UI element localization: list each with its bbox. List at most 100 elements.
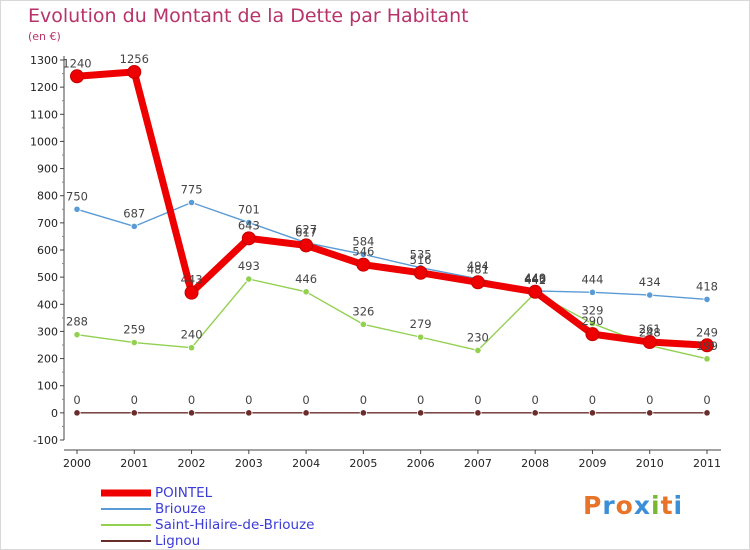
data-label: 434: [639, 275, 661, 289]
data-label: 0: [302, 393, 309, 407]
legend-label: Saint-Hilaire-de-Briouze: [155, 517, 315, 533]
x-tick-label: 2003: [235, 457, 263, 470]
data-label: 230: [467, 330, 489, 344]
data-label: 0: [589, 393, 596, 407]
data-label: 701: [238, 203, 260, 217]
data-label: 617: [295, 225, 317, 239]
data-point: [528, 284, 543, 299]
data-point: [359, 320, 367, 328]
logo-letter: i: [651, 491, 661, 520]
x-tick-label: 2006: [407, 457, 435, 470]
data-point: [417, 409, 425, 417]
x-tick-label: 2007: [464, 457, 492, 470]
data-label: 493: [238, 259, 260, 273]
data-label: 199: [696, 339, 718, 353]
series-line-2: [76, 278, 708, 360]
y-tick-label: 700: [37, 217, 58, 230]
legend-label: Lignou: [155, 533, 201, 549]
data-label: 0: [73, 393, 80, 407]
legend-label: Briouze: [155, 501, 206, 517]
data-label: 643: [238, 218, 260, 232]
series-line-0: [73, 68, 711, 349]
data-point: [130, 222, 138, 230]
data-label: 261: [639, 322, 661, 336]
data-label: 516: [410, 253, 432, 267]
data-label: 1240: [62, 56, 91, 70]
data-label: 442: [524, 273, 546, 287]
logo-letter: o: [615, 491, 634, 520]
data-label: 444: [581, 272, 603, 286]
y-tick-label: 400: [37, 298, 58, 311]
data-point: [245, 409, 253, 417]
data-label: 288: [66, 315, 88, 329]
legend-swatch: [101, 524, 151, 526]
data-label: 326: [352, 304, 374, 318]
data-point: [588, 319, 597, 328]
x-tick-label: 2008: [521, 457, 549, 470]
data-label: 0: [417, 393, 424, 407]
data-label: 290: [581, 314, 603, 328]
data-point: [73, 205, 81, 213]
data-label: 0: [245, 393, 252, 407]
data-label: 248: [639, 326, 661, 340]
data-point: [700, 338, 714, 353]
data-label: 446: [524, 272, 546, 286]
data-point: [585, 327, 600, 342]
data-point: [588, 288, 597, 296]
x-tick-label: 2002: [178, 457, 206, 470]
data-point: [646, 409, 654, 417]
data-label: 0: [131, 393, 138, 407]
data-label: 418: [696, 279, 718, 293]
data-point: [299, 238, 314, 253]
data-point: [703, 355, 711, 363]
x-tick-label: 2004: [292, 457, 320, 470]
data-point: [73, 331, 81, 339]
data-label: 0: [188, 393, 195, 407]
x-tick-label: 2009: [578, 457, 606, 470]
data-point: [245, 218, 253, 227]
data-label: 0: [532, 393, 539, 407]
data-label: 584: [352, 234, 374, 248]
data-label: 481: [467, 262, 489, 276]
y-tick-label: 0: [51, 407, 58, 420]
data-point: [359, 250, 367, 258]
data-point: [245, 275, 253, 283]
x-tick-label: 2001: [120, 457, 148, 470]
data-label: 0: [703, 393, 710, 407]
data-point: [703, 295, 711, 303]
data-point: [241, 231, 256, 246]
data-label: 750: [66, 189, 88, 203]
data-label: 449: [524, 271, 546, 285]
data-point: [359, 409, 367, 417]
data-point: [417, 333, 425, 341]
y-tick-label: 800: [37, 190, 58, 203]
proxiti-logo: Proxiti: [583, 491, 683, 520]
data-point: [302, 409, 310, 417]
y-tick-label: 1200: [30, 81, 58, 94]
data-label: 0: [360, 393, 367, 407]
data-label: 279: [410, 317, 432, 331]
legend-swatch: [101, 489, 151, 497]
data-point: [73, 409, 81, 417]
data-label: 259: [123, 323, 145, 337]
data-point: [130, 409, 138, 417]
y-tick-label: 1100: [30, 108, 58, 121]
y-tick-label: 600: [37, 244, 58, 257]
data-point: [187, 344, 196, 352]
data-point: [588, 409, 597, 417]
y-tick-label: 1000: [30, 135, 58, 148]
x-tick-label: 2010: [636, 457, 664, 470]
data-label: 0: [474, 393, 481, 407]
data-point: [646, 291, 654, 299]
data-point: [413, 265, 428, 280]
data-label: 0: [646, 393, 653, 407]
data-point: [127, 64, 142, 79]
series-line-1: [76, 201, 708, 301]
legend-swatch: [101, 540, 151, 542]
logo-letter: i: [673, 491, 684, 520]
data-label: 494: [467, 259, 489, 273]
chart-unit-label: (en €): [28, 30, 61, 43]
data-point: [187, 198, 196, 207]
